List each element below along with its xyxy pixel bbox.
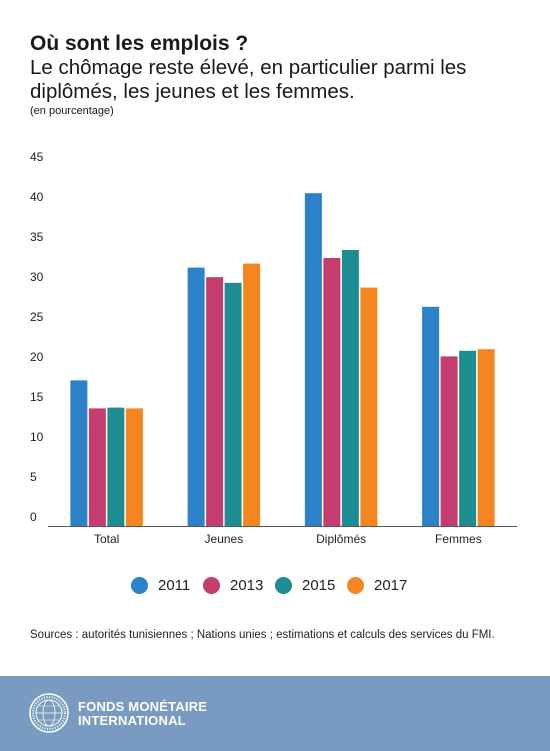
bar-chart: 0 5 10 15 20 25 30 35 40 45 Total Jeunes Diplômés Fem… <box>30 150 517 546</box>
legend-item-2017: 2017 <box>347 574 407 596</box>
y-tick-label: 10 <box>30 430 44 444</box>
legend-label: 2013 <box>230 576 264 594</box>
bar-femmes-2013 <box>440 356 458 526</box>
bar-total-2011 <box>70 380 88 526</box>
bar-total-2015 <box>107 407 125 526</box>
legend-label: 2017 <box>374 576 408 594</box>
x-tick-label: Femmes <box>435 532 482 546</box>
bar-jeunes-2013 <box>206 277 224 526</box>
bar-femmes-2015 <box>459 350 477 526</box>
bar-diplômés-2011 <box>304 193 322 526</box>
legend-swatch <box>347 576 364 594</box>
x-tick-label: Jeunes <box>205 532 244 546</box>
unit-note: (en pourcentage) <box>30 105 114 117</box>
bar-diplômés-2017 <box>360 287 378 526</box>
y-tick-label: 5 <box>30 470 37 484</box>
y-tick-label: 35 <box>30 230 44 244</box>
footer-banner: FONDS MONÉTAIRE INTERNATIONAL <box>0 676 550 751</box>
legend-item-2013: 2013 <box>203 574 263 596</box>
source-note: Sources : autorités tunisiennes ; Nation… <box>30 629 495 641</box>
bar-femmes-2017 <box>477 349 495 526</box>
org-name: FONDS MONÉTAIRE INTERNATIONAL <box>78 700 207 728</box>
legend-swatch <box>131 576 148 594</box>
legend-label: 2011 <box>158 576 191 594</box>
bar-jeunes-2015 <box>224 282 242 526</box>
legend-item-2015: 2015 <box>275 574 335 596</box>
x-tick-label: Diplômés <box>316 532 366 546</box>
legend-item-2011: 2011 <box>131 574 190 596</box>
y-tick-label: 0 <box>30 510 37 524</box>
bar-diplômés-2013 <box>323 258 341 526</box>
bar-jeunes-2017 <box>243 263 261 526</box>
legend-swatch <box>203 576 220 594</box>
bar-femmes-2011 <box>422 306 440 526</box>
chart-title: Où sont les emplois ? <box>30 32 249 55</box>
chart-subtitle: Le chômage reste élevé, en particulier p… <box>30 56 467 103</box>
y-tick-label: 30 <box>30 270 44 284</box>
legend: 2011 2013 2015 2017 <box>0 574 550 598</box>
y-tick-label: 20 <box>30 350 44 364</box>
bar-jeunes-2011 <box>187 267 205 526</box>
legend-swatch <box>275 576 292 594</box>
y-tick-label: 40 <box>30 190 44 204</box>
bar-diplômés-2015 <box>341 250 359 526</box>
y-tick-label: 45 <box>30 150 44 164</box>
org-name-line1: FONDS MONÉTAIRE <box>78 699 208 714</box>
y-tick-label: 25 <box>30 310 44 324</box>
y-tick-label: 15 <box>30 390 44 404</box>
imf-seal-icon <box>29 693 69 733</box>
legend-label: 2015 <box>302 576 336 594</box>
org-name-line2: INTERNATIONAL <box>78 713 186 728</box>
x-tick-label: Total <box>94 532 119 546</box>
bar-total-2013 <box>88 408 106 526</box>
bar-total-2017 <box>125 408 143 526</box>
